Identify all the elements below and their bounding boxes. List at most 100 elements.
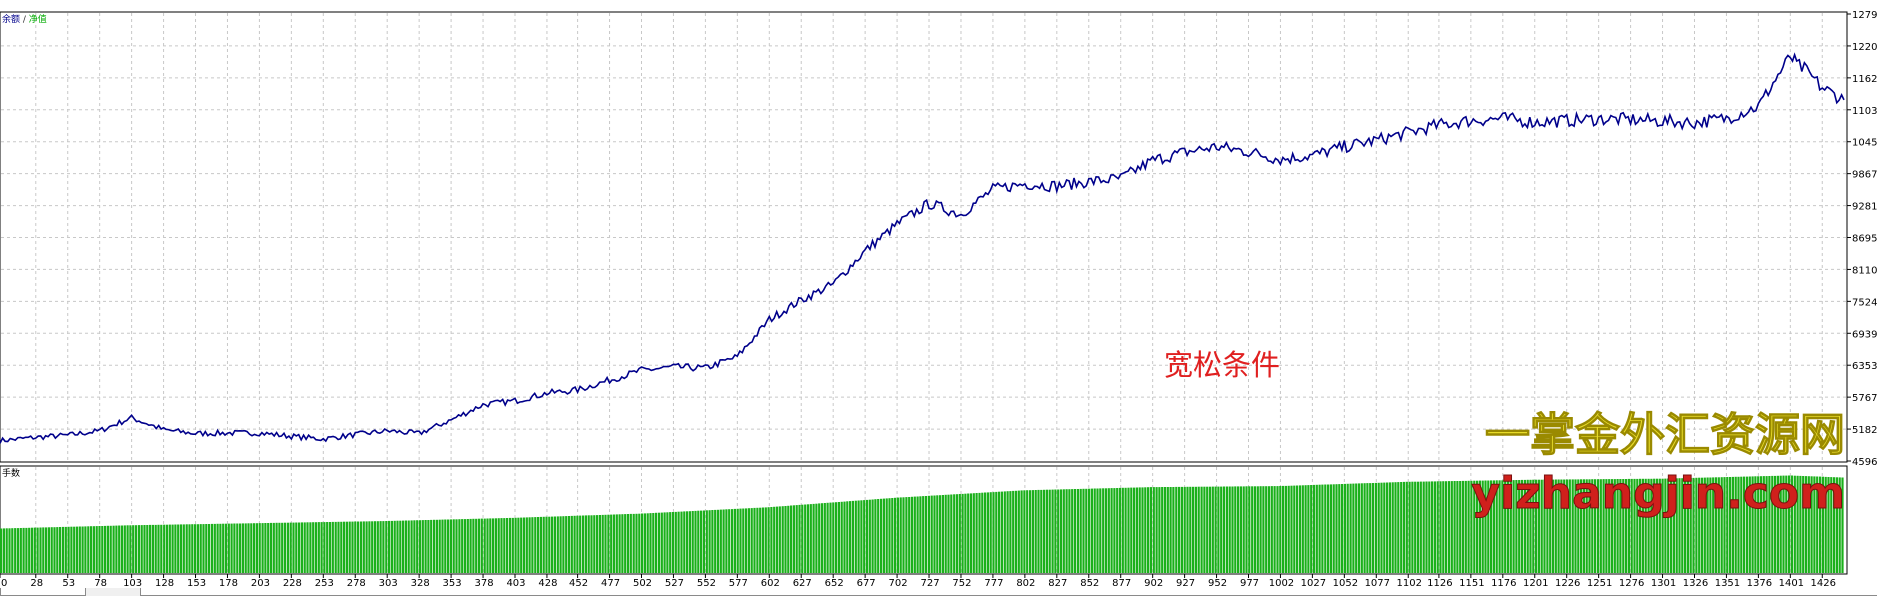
volume-bar xyxy=(53,527,56,573)
volume-bar xyxy=(1537,479,1540,573)
x-tick-label: 977 xyxy=(1240,578,1259,589)
volume-bar xyxy=(73,526,76,573)
x-tick-label: 952 xyxy=(1208,578,1227,589)
volume-bar xyxy=(984,492,987,573)
volume-bar xyxy=(742,508,745,573)
volume-bar xyxy=(1599,479,1602,573)
volume-bar xyxy=(292,522,295,573)
volume-bar xyxy=(1661,478,1664,573)
volume-bar xyxy=(1189,486,1192,573)
volume-bar xyxy=(1433,481,1436,573)
volume-bar xyxy=(924,496,928,573)
x-tick-label: 777 xyxy=(984,578,1003,589)
volume-bar xyxy=(1073,489,1077,573)
volume-bar xyxy=(1506,480,1510,573)
volume-bar xyxy=(267,523,270,573)
volume-bar xyxy=(857,500,860,573)
volume-bar xyxy=(1324,484,1327,573)
volume-bar xyxy=(896,497,899,573)
x-tick-label: 702 xyxy=(889,578,908,589)
volume-bar xyxy=(1310,485,1313,573)
volume-bar xyxy=(70,526,73,573)
volume-bar xyxy=(247,523,250,573)
volume-bar xyxy=(570,515,573,573)
volume-bar xyxy=(927,495,930,573)
x-tick-label: 752 xyxy=(952,578,971,589)
volume-bar xyxy=(1037,489,1040,573)
volume-bar xyxy=(1192,486,1195,573)
legend-separator: / xyxy=(20,15,29,25)
y-tick-label: 69391 xyxy=(1852,329,1877,340)
watermark-en: yizhangjin.com xyxy=(1471,468,1845,519)
volume-bar xyxy=(624,514,627,573)
balance-line xyxy=(0,52,1845,444)
volume-bar xyxy=(1222,486,1226,573)
volume-bar xyxy=(132,525,135,573)
volume-bar xyxy=(1304,485,1307,573)
volume-bar xyxy=(1090,488,1093,573)
volume-bar xyxy=(1178,486,1181,573)
volume-bar xyxy=(492,518,495,573)
volume-bar xyxy=(1172,487,1175,573)
bottom-tab-right[interactable] xyxy=(140,588,1877,596)
volume-bar xyxy=(168,524,171,573)
volume-bar xyxy=(1627,478,1630,573)
x-tick-label: 1376 xyxy=(1747,578,1772,589)
volume-bar xyxy=(671,512,675,573)
volume-bar xyxy=(880,498,883,573)
volume-bar xyxy=(1509,480,1512,573)
volume-bar xyxy=(475,518,478,573)
bottom-tab-left[interactable] xyxy=(0,588,86,596)
y-axis: 12795 12209 11624 11038 10452 98672 92816 86959… xyxy=(1847,10,1877,468)
volume-bar xyxy=(902,497,905,573)
volume-bar xyxy=(1447,481,1451,573)
volume-bar xyxy=(1416,481,1420,573)
x-tick-label: 328 xyxy=(411,578,430,589)
volume-bar xyxy=(87,526,90,573)
x-tick-label: 1126 xyxy=(1427,578,1452,589)
x-tick-label: 502 xyxy=(633,578,652,589)
volume-bar xyxy=(736,508,739,573)
volume-bar xyxy=(1321,484,1324,573)
volume-bar xyxy=(458,519,461,573)
volume-bar xyxy=(1166,487,1169,573)
volume-bar xyxy=(697,510,700,573)
volume-bar xyxy=(1515,480,1518,573)
volume-bar xyxy=(1610,479,1614,573)
volume-bar xyxy=(1029,490,1032,573)
volume-bar xyxy=(1366,483,1369,573)
volume-bar xyxy=(950,494,953,573)
volume-bar xyxy=(399,520,402,573)
volume-bar xyxy=(1740,476,1743,573)
volume-bar xyxy=(837,502,840,573)
volume-bar xyxy=(312,522,315,573)
volume-bar xyxy=(1745,476,1749,573)
volume-bar xyxy=(1734,476,1737,573)
volume-bar xyxy=(1582,479,1585,573)
volume-bar xyxy=(472,518,475,573)
volume-bar xyxy=(1290,485,1293,573)
volume-bar xyxy=(1135,487,1138,573)
volume-bar xyxy=(1551,479,1555,573)
volume-bar xyxy=(1523,479,1526,573)
volume-bar xyxy=(615,514,618,573)
volume-bar xyxy=(480,518,483,573)
volume-bar xyxy=(337,521,340,573)
volume-bar xyxy=(295,522,298,573)
volume-bar xyxy=(1270,486,1273,573)
volume-bar xyxy=(1203,486,1206,573)
volume-bar xyxy=(258,523,261,573)
volume-bar xyxy=(1762,476,1765,573)
volume-bar xyxy=(104,525,107,573)
volume-bar xyxy=(275,522,278,573)
volume-bar xyxy=(694,510,697,573)
volume-bar xyxy=(829,502,832,573)
volume-bar xyxy=(1759,476,1763,573)
volume-bar xyxy=(1667,478,1670,573)
volume-bar xyxy=(1149,487,1152,573)
volume-bar xyxy=(1068,489,1071,573)
volume-bar xyxy=(56,527,59,573)
volume-bar xyxy=(669,512,672,573)
volume-bar xyxy=(8,528,11,573)
volume-bar xyxy=(663,512,666,573)
